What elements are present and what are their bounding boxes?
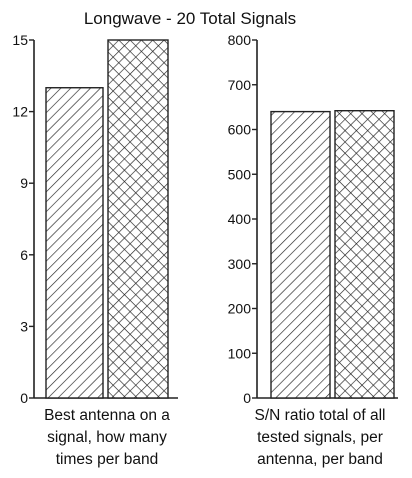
left-bar-1 bbox=[45, 87, 104, 399]
right-y-tick-label: 300 bbox=[228, 256, 252, 272]
left-y-tick-label: 6 bbox=[20, 247, 28, 263]
left-y-tick-label: 3 bbox=[20, 318, 28, 334]
left-y-tick-label: 15 bbox=[12, 32, 28, 48]
left-y-tick-label: 0 bbox=[20, 390, 28, 406]
caption-line: antenna, per band bbox=[257, 451, 383, 468]
right-y-tick-label: 200 bbox=[228, 301, 252, 317]
caption-line: tested signals, per bbox=[257, 429, 383, 446]
right-chart: 0 100 200 300 400 500 600 700 800 bbox=[228, 32, 398, 406]
right-y-tick-label: 800 bbox=[228, 32, 252, 48]
chart-title: Longwave - 20 Total Signals bbox=[84, 9, 296, 28]
right-y-tick-label: 700 bbox=[228, 77, 252, 93]
left-chart-caption: Best antenna on a signal, how many times… bbox=[22, 405, 192, 471]
caption-line: signal, how many bbox=[47, 429, 167, 446]
right-bar-1 bbox=[270, 110, 331, 399]
right-y-tick-label: 0 bbox=[243, 390, 251, 406]
right-y-tick-label: 400 bbox=[228, 211, 252, 227]
right-y-tick-label: 600 bbox=[228, 122, 252, 138]
right-bar-2 bbox=[334, 110, 395, 399]
left-chart: 0 3 6 9 12 15 bbox=[12, 32, 178, 406]
left-y-tick-label: 12 bbox=[12, 104, 28, 120]
right-y-tick-label: 500 bbox=[228, 166, 252, 182]
caption-line: Best antenna on a bbox=[44, 407, 170, 424]
caption-line: times per band bbox=[55, 451, 159, 468]
right-y-tick-label: 100 bbox=[228, 345, 252, 361]
right-chart-caption: S/N ratio total of all tested signals, p… bbox=[228, 405, 412, 471]
left-bar-2 bbox=[107, 39, 169, 399]
left-y-tick-label: 9 bbox=[20, 175, 28, 191]
caption-line: S/N ratio total of all bbox=[254, 407, 386, 424]
